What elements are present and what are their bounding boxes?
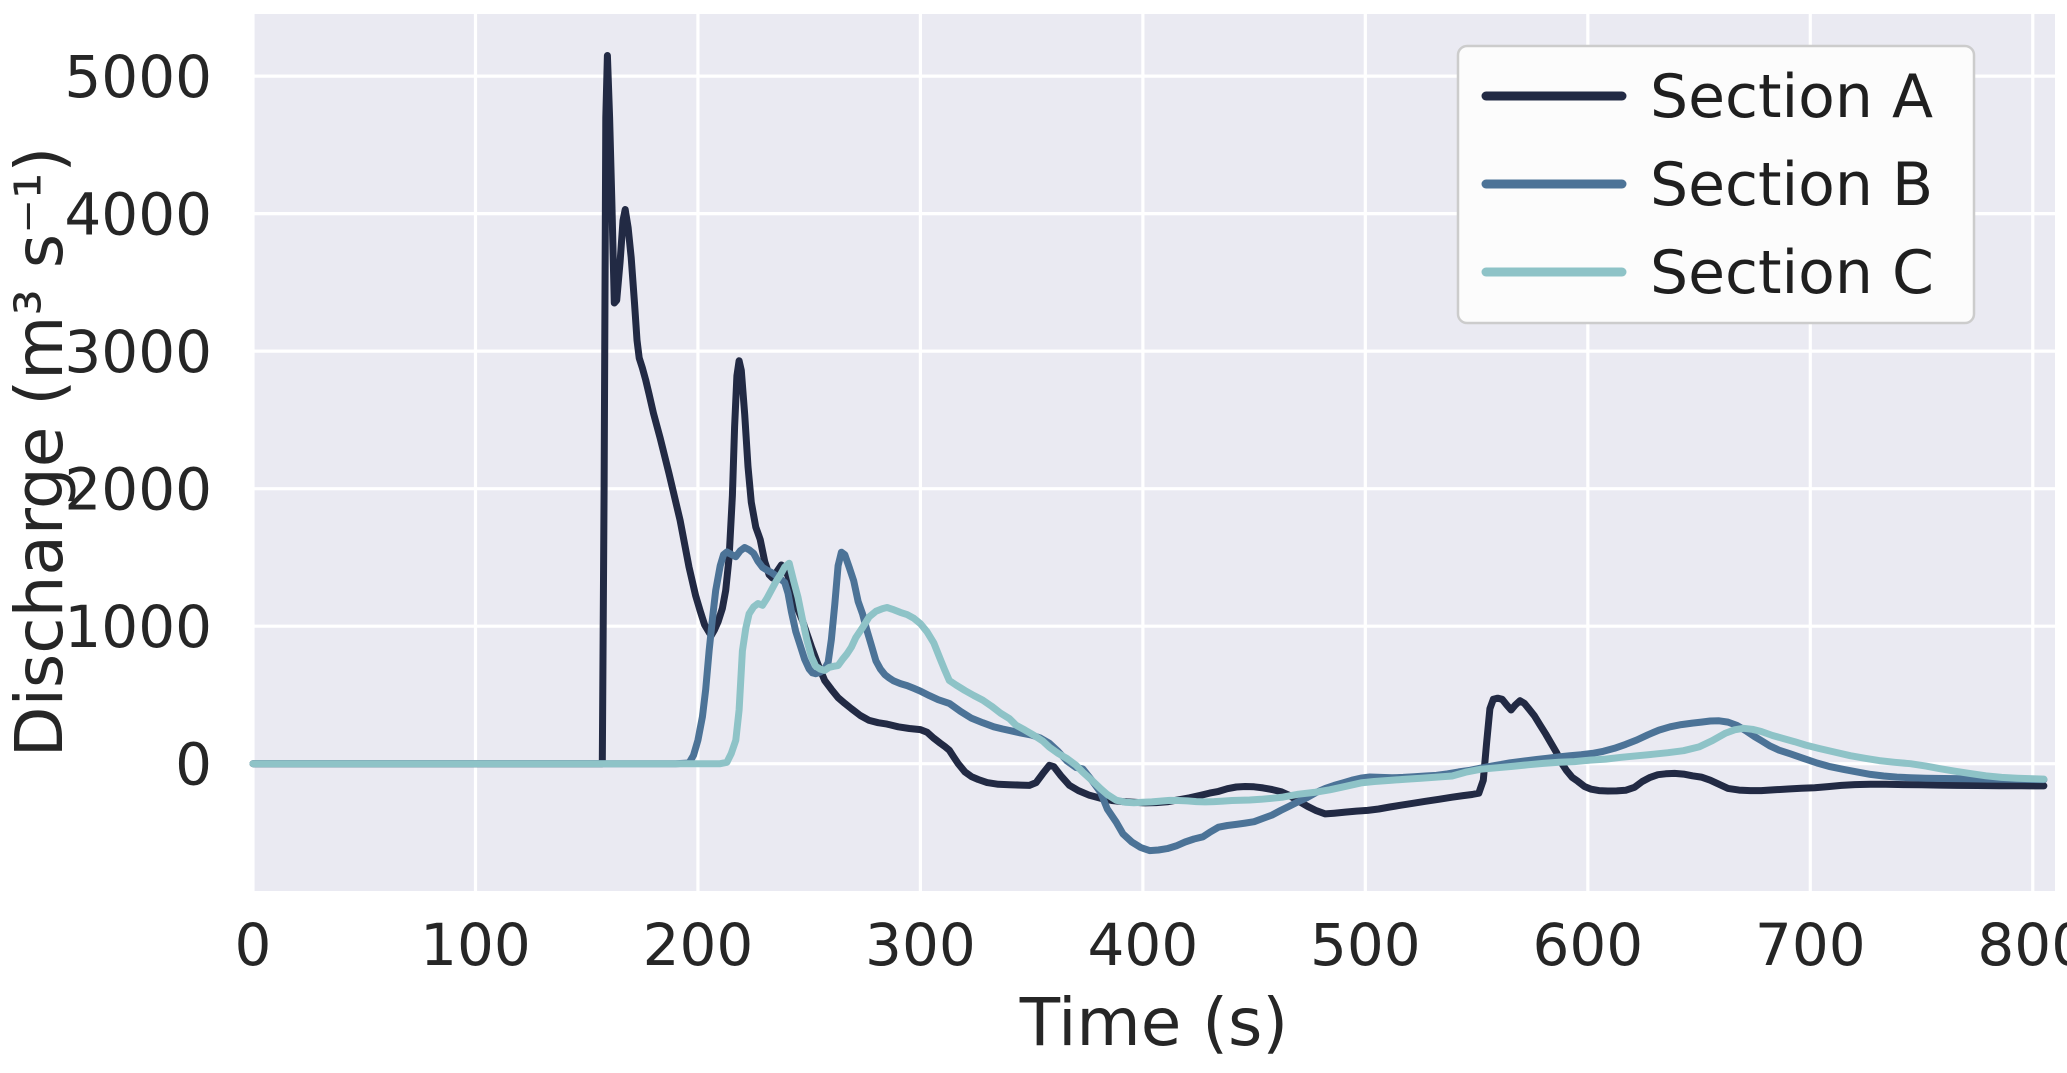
x-tick-label: 700	[1755, 911, 1866, 979]
y-tick-label: 4000	[64, 181, 212, 249]
legend-label-section-a: Section A	[1650, 62, 1933, 132]
x-tick-label: 400	[1088, 911, 1199, 979]
y-tick-label: 5000	[64, 43, 212, 111]
series-line-section-a	[249, 52, 2048, 818]
y-tick-label: 2000	[64, 456, 212, 524]
legend-box	[1456, 44, 1976, 325]
x-tick-label: 600	[1532, 911, 1643, 979]
y-tick-label: 0	[175, 731, 212, 799]
x-tick-label: 200	[643, 911, 754, 979]
series-line-section-c	[249, 559, 2048, 807]
x-tick-label: 500	[1310, 911, 1421, 979]
x-tick-labels: 0 100 200 300 400 500 600 700 800	[235, 911, 2067, 979]
x-tick-label: 800	[1977, 911, 2067, 979]
legend-label-section-c: Section C	[1650, 238, 1934, 308]
y-axis-label: Discharge (m³ s⁻¹)	[1, 147, 78, 757]
x-tick-label: 0	[235, 911, 272, 979]
y-tick-label: 1000	[64, 593, 212, 661]
x-axis-label: Time (s)	[1019, 984, 1288, 1061]
legend-label-section-b: Section B	[1650, 150, 1933, 220]
y-tick-labels: 0 1000 2000 3000 4000 5000	[64, 43, 212, 799]
series-layer	[249, 52, 2048, 855]
x-tick-label: 300	[865, 911, 976, 979]
legend: Section A Section B Section C	[1456, 44, 1976, 325]
y-tick-label: 3000	[64, 318, 212, 386]
x-tick-label: 100	[420, 911, 531, 979]
